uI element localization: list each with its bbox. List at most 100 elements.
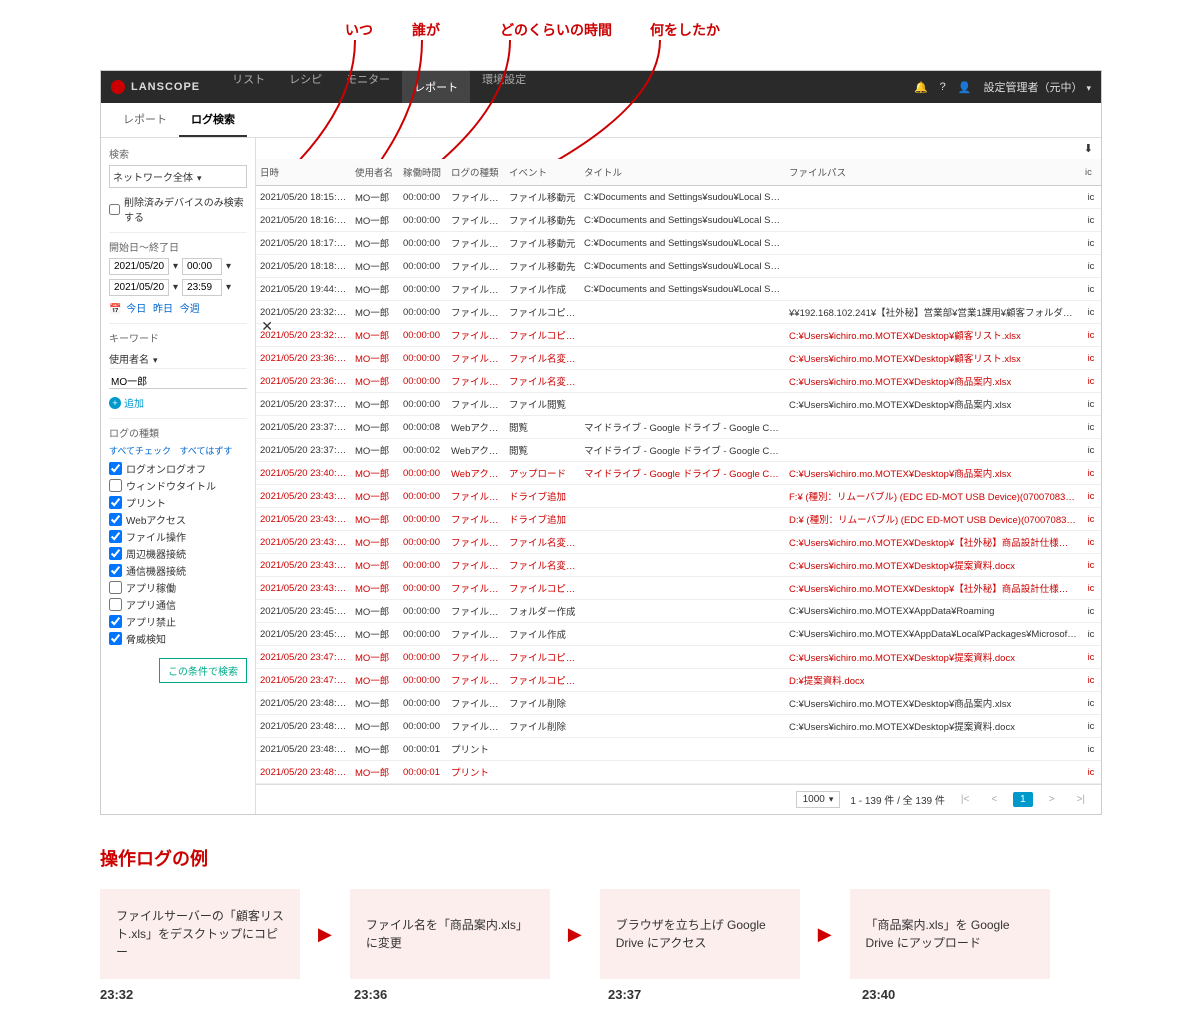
logtype-checkbox[interactable] [109,513,122,526]
page-size-select[interactable]: 1000 [796,791,841,808]
quick-thisweek[interactable]: 今週 [180,304,200,315]
add-keyword-button[interactable]: + 追加 [109,395,247,410]
row-icon[interactable]: ic [1081,669,1101,692]
logtype-checkbox[interactable] [109,496,122,509]
pager-first[interactable]: |< [955,792,975,807]
row-icon[interactable]: ic [1081,416,1101,439]
logtype-Webアクセス[interactable]: Webアクセス [109,512,247,527]
row-icon[interactable]: ic [1081,692,1101,715]
logtype-checkbox[interactable] [109,479,122,492]
logtype-checkbox[interactable] [109,530,122,543]
logtype-アプリ禁止[interactable]: アプリ禁止 [109,614,247,629]
time-to[interactable] [182,279,222,296]
col-日時[interactable]: 日時 [256,159,351,186]
row-icon[interactable]: ic [1081,646,1101,669]
table-row[interactable]: 2021/05/20 19:44:00MO一郎00:00:00ファイル操作ファイ… [256,278,1101,301]
pager-next[interactable]: > [1043,792,1061,807]
table-row[interactable]: 2021/05/20 23:40:00MO一郎00:00:00Webアクセスアッ… [256,462,1101,485]
col-タイトル[interactable]: タイトル [580,159,785,186]
table-row[interactable]: 2021/05/20 23:43:00MO一郎00:00:00ファイル操作ファイ… [256,531,1101,554]
table-row[interactable]: 2021/05/20 23:48:00MO一郎00:00:00ファイル操作ファイ… [256,692,1101,715]
table-row[interactable]: 2021/05/20 23:45:00MO一郎00:00:00ファイル操作ファイ… [256,623,1101,646]
logtype-通信機器接続[interactable]: 通信機器接続 [109,563,247,578]
logtype-checkbox[interactable] [109,564,122,577]
logtype-ウィンドウタイトル[interactable]: ウィンドウタイトル [109,478,247,493]
row-icon[interactable]: ic [1081,301,1101,324]
table-row[interactable]: 2021/05/20 23:47:00MO一郎00:00:00ファイル操作ファイ… [256,646,1101,669]
table-row[interactable]: 2021/05/20 23:48:21MO一郎00:00:01プリントic [256,738,1101,761]
uncheck-all-link[interactable]: すべてはずす [180,446,233,456]
table-row[interactable]: 2021/05/20 18:15:00MO一郎00:00:00ファイル操作ファイ… [256,186,1101,209]
logtype-checkbox[interactable] [109,462,122,475]
row-icon[interactable]: ic [1081,462,1101,485]
row-icon[interactable]: ic [1081,738,1101,761]
col-ic[interactable]: ic [1081,159,1101,186]
deleted-only-check[interactable]: 削除済みデバイスのみ検索する [109,194,247,224]
bell-icon[interactable]: 🔔 [914,81,928,94]
row-icon[interactable]: ic [1081,370,1101,393]
row-icon[interactable]: ic [1081,255,1101,278]
nav-環境設定[interactable]: 環境設定 [470,71,538,103]
table-row[interactable]: 2021/05/20 18:17:00MO一郎00:00:00ファイル操作ファイ… [256,232,1101,255]
table-row[interactable]: 2021/05/20 23:43:00MO一郎00:00:00ファイル操作ファイ… [256,577,1101,600]
col-ログの種類[interactable]: ログの種類 [447,159,505,186]
download-icon[interactable]: ⬇ [1076,138,1101,159]
pager-prev[interactable]: < [985,792,1003,807]
row-icon[interactable]: ic [1081,761,1101,784]
logtype-アプリ通信[interactable]: アプリ通信 [109,597,247,612]
search-button[interactable]: この条件で検索 [159,658,247,683]
table-row[interactable]: 2021/05/20 23:36:00MO一郎00:00:00ファイル操作ファイ… [256,347,1101,370]
row-icon[interactable]: ic [1081,324,1101,347]
logtype-プリント[interactable]: プリント [109,495,247,510]
subtab-ログ検索[interactable]: ログ検索 [179,103,247,137]
keyword-input[interactable] [109,373,247,389]
logtype-checkbox[interactable] [109,598,122,611]
table-row[interactable]: 2021/05/20 23:48:55MO一郎00:00:01プリントic [256,761,1101,784]
network-select[interactable]: ネットワーク全体 [109,165,247,188]
table-row[interactable]: 2021/05/20 23:45:00MO一郎00:00:00ファイル操作フォル… [256,600,1101,623]
time-from[interactable] [182,258,222,275]
logtype-checkbox[interactable] [109,632,122,645]
table-row[interactable]: 2021/05/20 23:32:00MO一郎00:00:00ファイル操作ファイ… [256,301,1101,324]
col-使用者名[interactable]: 使用者名 [351,159,399,186]
table-row[interactable]: 2021/05/20 23:36:00MO一郎00:00:00ファイル操作ファイ… [256,370,1101,393]
table-row[interactable]: 2021/05/20 23:37:00MO一郎00:00:02Webアクセス閲覧… [256,439,1101,462]
table-row[interactable]: 2021/05/20 23:43:00MO一郎00:00:00ファイル操作ファイ… [256,554,1101,577]
logtype-ログオンログオフ[interactable]: ログオンログオフ [109,461,247,476]
keyword-type-select[interactable]: 使用者名 [109,349,247,369]
table-row[interactable]: 2021/05/20 23:37:00MO一郎00:00:00ファイル操作ファイ… [256,393,1101,416]
user-icon[interactable]: 👤 [958,81,972,94]
logtype-周辺機器接続[interactable]: 周辺機器接続 [109,546,247,561]
nav-リスト[interactable]: リスト [220,71,277,103]
close-icon[interactable]: ✕ [261,318,273,335]
row-icon[interactable]: ic [1081,531,1101,554]
quick-yesterday[interactable]: 昨日 [153,304,173,315]
col-稼働時間[interactable]: 稼働時間 [399,159,447,186]
col-ファイルパス[interactable]: ファイルパス [785,159,1081,186]
logtype-checkbox[interactable] [109,581,122,594]
nav-モニター[interactable]: モニター [334,71,402,103]
row-icon[interactable]: ic [1081,485,1101,508]
row-icon[interactable]: ic [1081,715,1101,738]
subtab-レポート[interactable]: レポート [111,103,179,137]
row-icon[interactable]: ic [1081,347,1101,370]
table-row[interactable]: 2021/05/20 23:43:00MO一郎00:00:00ファイル操作ドライ… [256,508,1101,531]
nav-レポート[interactable]: レポート [402,71,470,103]
table-row[interactable]: 2021/05/20 23:43:00MO一郎00:00:00ファイル操作ドライ… [256,485,1101,508]
row-icon[interactable]: ic [1081,186,1101,209]
table-row[interactable]: 2021/05/20 23:48:00MO一郎00:00:00ファイル操作ファイ… [256,715,1101,738]
logtype-ファイル操作[interactable]: ファイル操作 [109,529,247,544]
pager-last[interactable]: >| [1071,792,1091,807]
check-all-link[interactable]: すべてチェック [109,446,171,456]
logtype-checkbox[interactable] [109,615,122,628]
row-icon[interactable]: ic [1081,554,1101,577]
logtype-checkbox[interactable] [109,547,122,560]
row-icon[interactable]: ic [1081,508,1101,531]
deleted-only-checkbox[interactable] [109,204,120,215]
row-icon[interactable]: ic [1081,439,1101,462]
help-icon[interactable]: ? [940,81,946,93]
row-icon[interactable]: ic [1081,393,1101,416]
date-to[interactable] [109,279,169,296]
quick-today[interactable]: 今日 [126,304,146,315]
table-row[interactable]: 2021/05/20 23:37:00MO一郎00:00:08Webアクセス閲覧… [256,416,1101,439]
